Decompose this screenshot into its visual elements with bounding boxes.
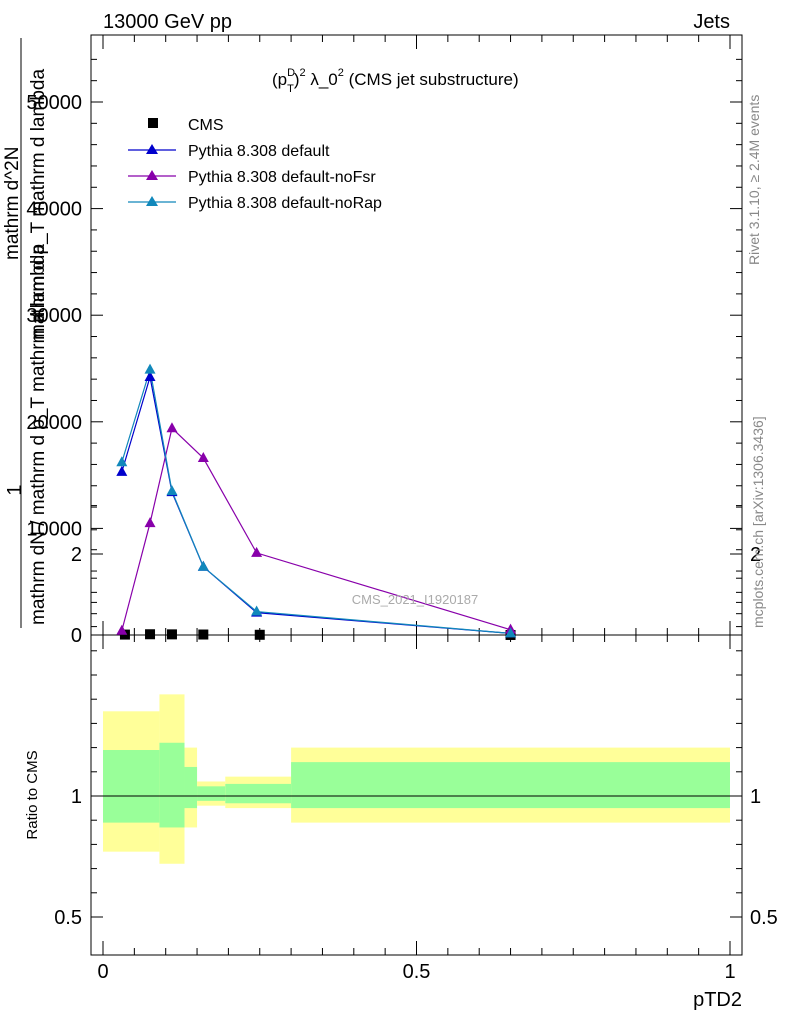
ratio-xtick-label: 0	[97, 961, 108, 983]
data-point-cms	[198, 629, 209, 640]
main-ytick-label: 40000	[26, 199, 82, 221]
header-right: Jets	[693, 11, 730, 33]
legend-marker-default	[146, 144, 158, 154]
data-point-nofsr	[116, 624, 128, 635]
main-ytick-label: 30000	[26, 305, 82, 327]
legend-marker-nofsr	[146, 170, 158, 180]
data-point-default	[144, 371, 156, 382]
data-point-norap	[166, 485, 178, 496]
header-left: 13000 GeV pp	[103, 11, 232, 33]
data-point-cms	[166, 629, 177, 640]
ratio-band-stat-6	[291, 762, 730, 809]
ratio-band-stat-2	[159, 742, 185, 828]
rivet-credit: Rivet 3.1.10, ≥ 2.4M events	[746, 95, 762, 265]
ratio-band-stat-4	[197, 786, 226, 801]
plot-title: (pD T)2 λ_02 (CMS jet substructure)	[272, 67, 519, 95]
legend-label-default: Pythia 8.308 default	[188, 143, 330, 160]
data-point-norap	[251, 605, 263, 616]
ratio-ylabel: Ratio to CMS	[24, 750, 41, 839]
main-ytick-label: 10000	[26, 518, 82, 540]
ratio-ytick-label: 1	[71, 786, 82, 808]
legend-marker-cms	[148, 118, 158, 128]
data-point-nofsr	[166, 422, 178, 433]
ratio-axis-ticks: 0 0.5 1 0.5 0.5 1 1 2 2	[54, 505, 778, 983]
analysis-watermark: CMS_2021_I1920187	[352, 592, 479, 607]
legend-label-norap: Pythia 8.308 default-noRap	[188, 195, 382, 212]
data-point-norap	[144, 363, 156, 374]
mcplots-credit: mcplots.cern.ch [arXiv:1306.3436]	[750, 416, 766, 628]
data-point-norap	[505, 627, 517, 638]
main-ylabel-2: mathrm dN / mathrm d p_T mathrm d lambda	[28, 244, 49, 625]
series-points	[116, 363, 517, 640]
legend-label-nofsr: Pythia 8.308 default-noFsr	[188, 169, 376, 186]
data-point-nofsr	[251, 546, 263, 557]
series-line-norap	[121, 369, 511, 634]
ratio-ytick-label-right: 2	[750, 544, 761, 566]
x-axis-title: pTD2	[693, 989, 742, 1011]
ratio-ytick-label-right: 0.5	[750, 907, 778, 929]
main-ytick-label: 0	[71, 625, 82, 647]
data-point-nofsr	[197, 452, 209, 463]
ratio-xtick-label: 0.5	[403, 961, 431, 983]
series-lines	[121, 369, 511, 634]
main-ytick-label: 50000	[26, 92, 82, 114]
legend-marker-norap	[146, 196, 158, 206]
data-point-cms	[145, 629, 156, 640]
data-point-norap	[197, 560, 209, 571]
ratio-ytick-label: 2	[71, 544, 82, 566]
main-axis-ticks: 0 10000 20000 30000 40000 50000	[26, 35, 742, 955]
ratio-band-stat-3	[184, 766, 198, 809]
ratio-band-stat-5	[225, 783, 292, 804]
main-ylabel-1: 1	[4, 484, 26, 495]
legend: CMS Pythia 8.308 default Pythia 8.308 de…	[128, 117, 382, 212]
series-line-nofsr	[121, 427, 511, 631]
ratio-xtick-label: 1	[724, 961, 735, 983]
ratio-bands	[103, 694, 730, 864]
main-ytick-label: 20000	[26, 412, 82, 434]
legend-label-cms: CMS	[188, 117, 224, 134]
data-point-nofsr	[144, 517, 156, 528]
data-point-cms	[254, 629, 265, 640]
data-point-norap	[116, 456, 128, 467]
main-ylabel-3: mathrm d^2N	[2, 147, 23, 260]
ratio-ytick-label-right: 1	[750, 786, 761, 808]
data-point-default	[116, 465, 128, 476]
ratio-band-stat-0	[103, 750, 160, 823]
ratio-ytick-label: 0.5	[54, 907, 82, 929]
main-ylabel-4: mathrm d p_T mathrm d lambda	[28, 69, 49, 340]
